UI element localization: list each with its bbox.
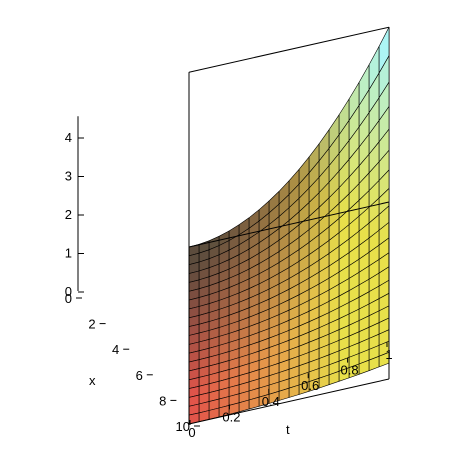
t-tick-label: 0.8 — [341, 363, 359, 378]
z-axis-ticks: 0 1 2 3 4 — [65, 130, 84, 299]
t-tick-label: 0.4 — [262, 394, 280, 409]
x-axis-ticks: 0 2 4 6 8 10 — [65, 291, 200, 434]
z-tick-label: 3 — [65, 169, 72, 184]
x-tick-label: 0 — [65, 291, 72, 306]
t-tick-label: 0.6 — [301, 378, 319, 393]
t-axis-ticks: 0 0.2 0.4 0.6 0.8 1 — [188, 342, 393, 440]
z-tick-label: 0 — [65, 284, 72, 299]
x-tick-label: 2 — [88, 317, 95, 332]
box-edge — [188, 26, 390, 73]
x-tick-label: 4 — [112, 342, 119, 357]
z-tick-label: 2 — [65, 207, 72, 222]
t-axis-title: t — [286, 422, 290, 437]
bounding-box-front — [77, 116, 390, 425]
z-tick-label: 4 — [65, 130, 72, 145]
t-tick-label: 1 — [385, 347, 392, 362]
t-tick-label: 0.2 — [222, 409, 240, 424]
surface-mesh — [188, 26, 390, 425]
x-tick-label: 8 — [159, 393, 166, 408]
box-edge — [188, 201, 390, 248]
box-edge — [188, 378, 390, 425]
z-tick-label: 1 — [65, 246, 72, 261]
x-tick-label: 10 — [176, 419, 190, 434]
x-tick-label: 6 — [136, 368, 143, 383]
t-tick-label: 0 — [188, 425, 195, 440]
x-axis-title: x — [89, 373, 96, 388]
